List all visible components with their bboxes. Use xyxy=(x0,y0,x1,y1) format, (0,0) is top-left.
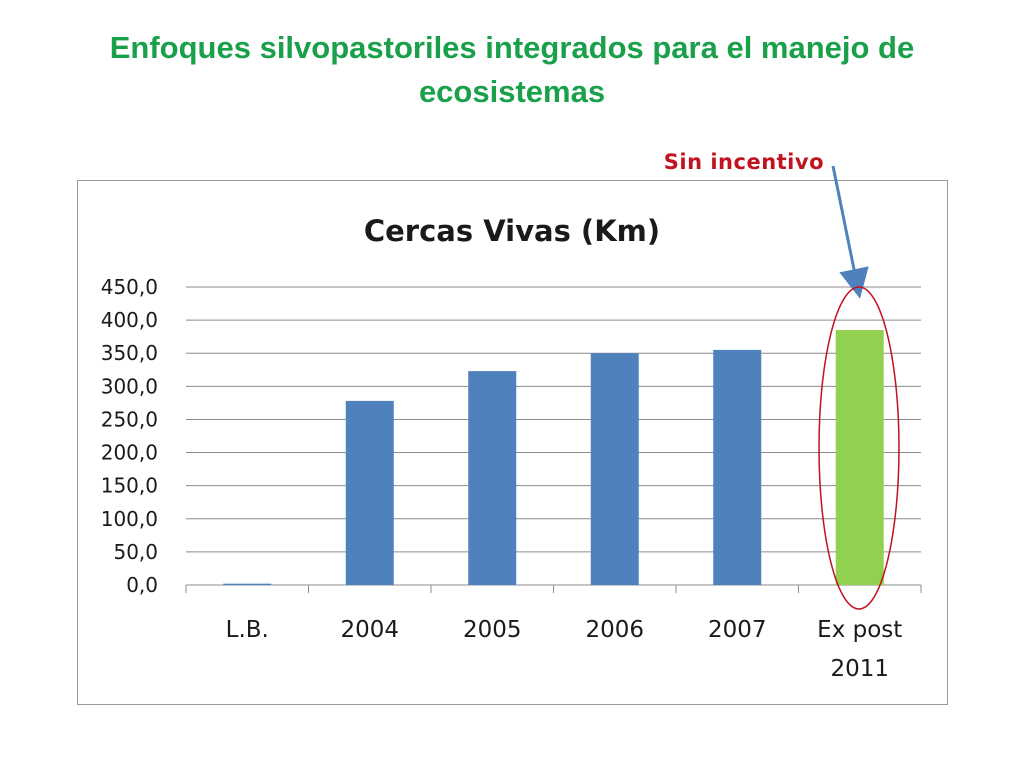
bar-3 xyxy=(590,353,639,585)
x-category-label-2-0: 2005 xyxy=(463,617,522,643)
y-tick-label-7: 350,0 xyxy=(101,341,158,365)
bar-5 xyxy=(835,330,884,585)
x-category-label-3-0: 2006 xyxy=(585,617,644,643)
bar-1 xyxy=(345,400,394,585)
gridlines xyxy=(185,286,922,593)
x-axis-category-labels: L.B. 2004 2005 2006 2007 Ex post 2011 xyxy=(226,617,903,682)
y-axis-tick-labels: 0,0 50,0 100,0 150,0 200,0 250,0 300,0 350,0 400… xyxy=(101,275,158,597)
x-category-label-5-0: Ex post xyxy=(817,617,902,643)
y-tick-label-5: 250,0 xyxy=(101,407,158,431)
x-category-label-4-0: 2007 xyxy=(708,617,767,643)
y-tick-label-9: 450,0 xyxy=(101,275,158,299)
x-category-label-1-0: 2004 xyxy=(340,617,399,643)
slide-title: Enfoques silvopastoriles integrados para… xyxy=(109,30,915,109)
y-tick-label-3: 150,0 xyxy=(101,474,158,498)
y-tick-label-6: 300,0 xyxy=(101,374,158,398)
x-category-label-0-0: L.B. xyxy=(226,617,269,643)
bar-4 xyxy=(713,349,762,585)
y-tick-label-2: 100,0 xyxy=(101,507,158,531)
y-tick-label-0: 0,0 xyxy=(126,573,158,597)
bar-2 xyxy=(468,371,517,585)
y-tick-label-8: 400,0 xyxy=(101,308,158,332)
y-tick-label-4: 200,0 xyxy=(101,441,158,465)
y-tick-label-1: 50,0 xyxy=(113,540,158,564)
bar-0 xyxy=(223,583,272,585)
x-category-label-5-1: 2011 xyxy=(830,656,889,682)
bar-chart: Cercas Vivas (Km) 0,0 50,0 100,0 150,0 200,0… xyxy=(101,214,922,682)
bars xyxy=(223,330,884,585)
chart-frame: Cercas Vivas (Km) 0,0 50,0 100,0 150,0 200,0… xyxy=(77,180,948,705)
annotation-label: Sin incentivo xyxy=(663,150,824,174)
chart-title: Cercas Vivas (Km) xyxy=(364,214,660,248)
